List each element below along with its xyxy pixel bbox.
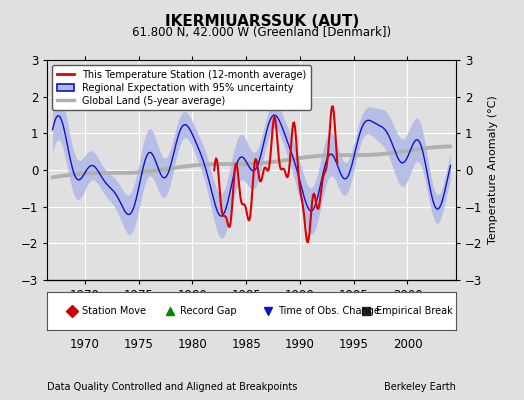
- Text: 2000: 2000: [392, 338, 422, 351]
- Y-axis label: Temperature Anomaly (°C): Temperature Anomaly (°C): [488, 96, 498, 244]
- Text: 1980: 1980: [178, 338, 207, 351]
- Text: 1985: 1985: [231, 338, 261, 351]
- Text: Time of Obs. Change: Time of Obs. Change: [278, 306, 380, 316]
- Text: 61.800 N, 42.000 W (Greenland [Denmark]): 61.800 N, 42.000 W (Greenland [Denmark]): [133, 26, 391, 39]
- Text: Data Quality Controlled and Aligned at Breakpoints: Data Quality Controlled and Aligned at B…: [47, 382, 298, 392]
- Text: Berkeley Earth: Berkeley Earth: [384, 382, 456, 392]
- Text: Record Gap: Record Gap: [180, 306, 237, 316]
- Text: Station Move: Station Move: [82, 306, 146, 316]
- Text: 1995: 1995: [339, 338, 369, 351]
- Text: IKERMIUARSSUK (AUT): IKERMIUARSSUK (AUT): [165, 14, 359, 29]
- Legend: This Temperature Station (12-month average), Regional Expectation with 95% uncer: This Temperature Station (12-month avera…: [52, 65, 311, 110]
- Text: 1970: 1970: [70, 338, 100, 351]
- Text: Empirical Break: Empirical Break: [376, 306, 453, 316]
- Text: 1990: 1990: [285, 338, 315, 351]
- Text: 1975: 1975: [124, 338, 154, 351]
